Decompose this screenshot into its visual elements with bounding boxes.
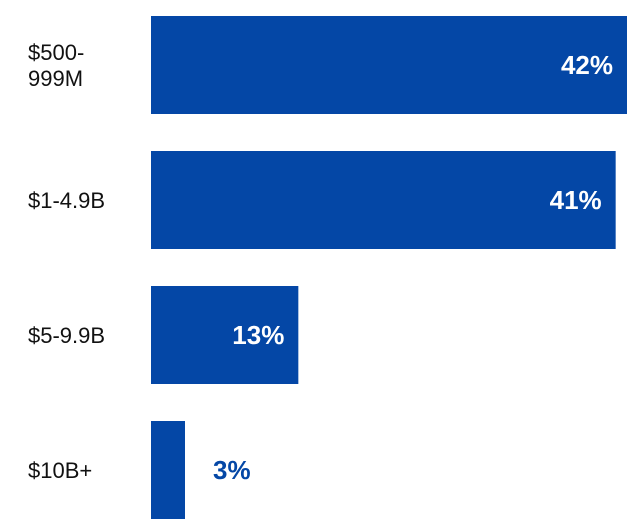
value-label-0: 42% bbox=[561, 50, 613, 80]
bar-0 bbox=[151, 16, 627, 114]
bar-2 bbox=[151, 286, 299, 384]
bar-3 bbox=[151, 421, 185, 519]
category-label-2: $5-9.9B bbox=[28, 323, 105, 348]
category-label-0: $500-999M bbox=[28, 40, 84, 91]
bar-1 bbox=[151, 151, 616, 249]
category-label-3: $10B+ bbox=[28, 458, 92, 483]
value-label-3: 3% bbox=[213, 455, 251, 485]
category-label-1: $1-4.9B bbox=[28, 188, 105, 213]
value-label-1: 41% bbox=[550, 185, 602, 215]
value-label-2: 13% bbox=[232, 320, 284, 350]
